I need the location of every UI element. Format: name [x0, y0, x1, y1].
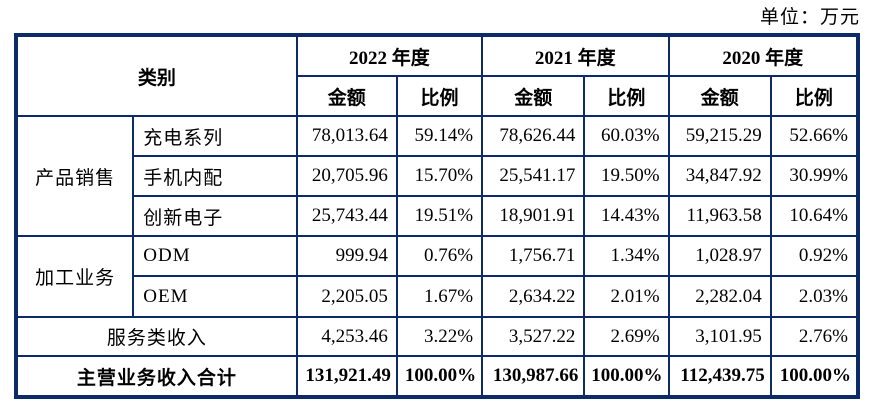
header-row-metrics: 金额 比例 金额 比例 金额 比例: [16, 75, 860, 117]
total-ratio-cell-2020: 100.00%: [769, 355, 860, 398]
ratio-cell-2020: 52.66%: [769, 115, 860, 157]
table-row-phone: 手机内配 20,705.96 15.70% 25,541.17 19.50% 3…: [16, 155, 860, 197]
row-label-cell: 创新电子: [132, 195, 298, 237]
ratio-cell-2020: 2.76%: [769, 316, 860, 357]
amount-cell-2022: 25,743.44: [295, 195, 398, 237]
total-label-cell: 主营业务收入合计: [15, 355, 298, 398]
header-row-years: 类别 2022 年度 2021 年度 2020 年度: [15, 34, 860, 117]
ratio-cell-2021: 19.50%: [583, 155, 670, 197]
total-amount-cell-2021: 130,987.66: [481, 355, 586, 398]
amount-header-2022: 金额: [295, 75, 398, 117]
amount-cell-2020: 1,028.97: [667, 235, 772, 277]
ratio-cell-2021: 60.03%: [583, 115, 670, 157]
amount-cell-2021: 78,626.44: [481, 115, 586, 157]
amount-cell-2021: 25,541.17: [481, 155, 586, 197]
ratio-header-2022: 比例: [395, 75, 484, 117]
row-label-cell: OEM: [132, 275, 298, 318]
ratio-cell-2021: 1.34%: [583, 235, 670, 277]
amount-cell-2022: 999.94: [295, 235, 398, 277]
ratio-cell-2022: 19.51%: [395, 195, 484, 237]
total-ratio-cell-2021: 100.00%: [583, 355, 670, 398]
amount-cell-2022: 20,705.96: [295, 155, 398, 197]
row-label-cell: 手机内配: [132, 155, 298, 197]
ratio-cell-2021: 2.69%: [583, 316, 670, 357]
total-ratio-cell-2022: 100.00%: [395, 355, 484, 398]
year-header-2021: 2021 年度: [481, 34, 670, 77]
group-cell-product-sales: 产品销售: [14, 115, 135, 237]
table-row-innovation: 创新电子 25,743.44 19.51% 18,901.91 14.43% 1…: [16, 195, 860, 237]
amount-cell-2020: 3,101.95: [667, 316, 772, 357]
ratio-cell-2022: 3.22%: [395, 316, 484, 357]
ratio-cell-2022: 1.67%: [395, 275, 484, 318]
amount-cell-2021: 1,756.71: [481, 235, 586, 277]
total-amount-cell-2020: 112,439.75: [667, 355, 772, 398]
category-header: 类别: [15, 34, 298, 117]
year-header-2020: 2020 年度: [667, 34, 860, 77]
table-row-oem: OEM 2,205.05 1.67% 2,634.22 2.01% 2,282.…: [16, 275, 860, 318]
revenue-table: 类别 2022 年度 2021 年度 2020 年度 金额 比例 金额 比例 金…: [14, 33, 860, 399]
ratio-cell-2020: 0.92%: [769, 235, 860, 277]
unit-label: 单位：万元: [759, 7, 860, 28]
year-header-2022: 2022 年度: [295, 34, 484, 77]
amount-cell-2020: 2,282.04: [667, 275, 772, 318]
amount-cell-2022: 78,013.64: [295, 115, 398, 157]
amount-cell-2021: 3,527.22: [481, 316, 586, 357]
table-row-charging: 产品销售 充电系列 78,013.64 59.14% 78,626.44 60.…: [14, 115, 860, 237]
table-row-service: 服务类收入 4,253.46 3.22% 3,527.22 2.69% 3,10…: [15, 316, 860, 357]
ratio-header-2021: 比例: [583, 75, 670, 117]
amount-cell-2022: 2,205.05: [295, 275, 398, 318]
amount-cell-2020: 34,847.92: [667, 155, 772, 197]
total-amount-cell-2022: 131,921.49: [295, 355, 398, 398]
group-cell-processing: 加工业务: [14, 235, 135, 318]
ratio-cell-2022: 0.76%: [395, 235, 484, 277]
amount-cell-2020: 59,215.29: [667, 115, 772, 157]
amount-cell-2022: 4,253.46: [295, 316, 398, 357]
table-row-odm: 加工业务 ODM 999.94 0.76% 1,756.71 1.34% 1,0…: [14, 235, 860, 318]
amount-cell-2021: 18,901.91: [481, 195, 586, 237]
ratio-cell-2022: 15.70%: [395, 155, 484, 197]
ratio-header-2020: 比例: [769, 75, 860, 117]
ratio-cell-2020: 10.64%: [769, 195, 860, 237]
amount-cell-2021: 2,634.22: [481, 275, 586, 318]
amount-cell-2020: 11,963.58: [667, 195, 772, 237]
table-row-total: 主营业务收入合计 131,921.49 100.00% 130,987.66 1…: [15, 355, 860, 398]
row-label-cell: 充电系列: [132, 115, 298, 157]
ratio-cell-2021: 14.43%: [583, 195, 670, 237]
ratio-cell-2021: 2.01%: [583, 275, 670, 318]
ratio-cell-2022: 59.14%: [395, 115, 484, 157]
amount-header-2020: 金额: [667, 75, 772, 117]
ratio-cell-2020: 2.03%: [769, 275, 860, 318]
ratio-cell-2020: 30.99%: [769, 155, 860, 197]
amount-header-2021: 金额: [481, 75, 586, 117]
row-label-cell: ODM: [132, 235, 298, 277]
row-label-cell: 服务类收入: [15, 316, 298, 357]
